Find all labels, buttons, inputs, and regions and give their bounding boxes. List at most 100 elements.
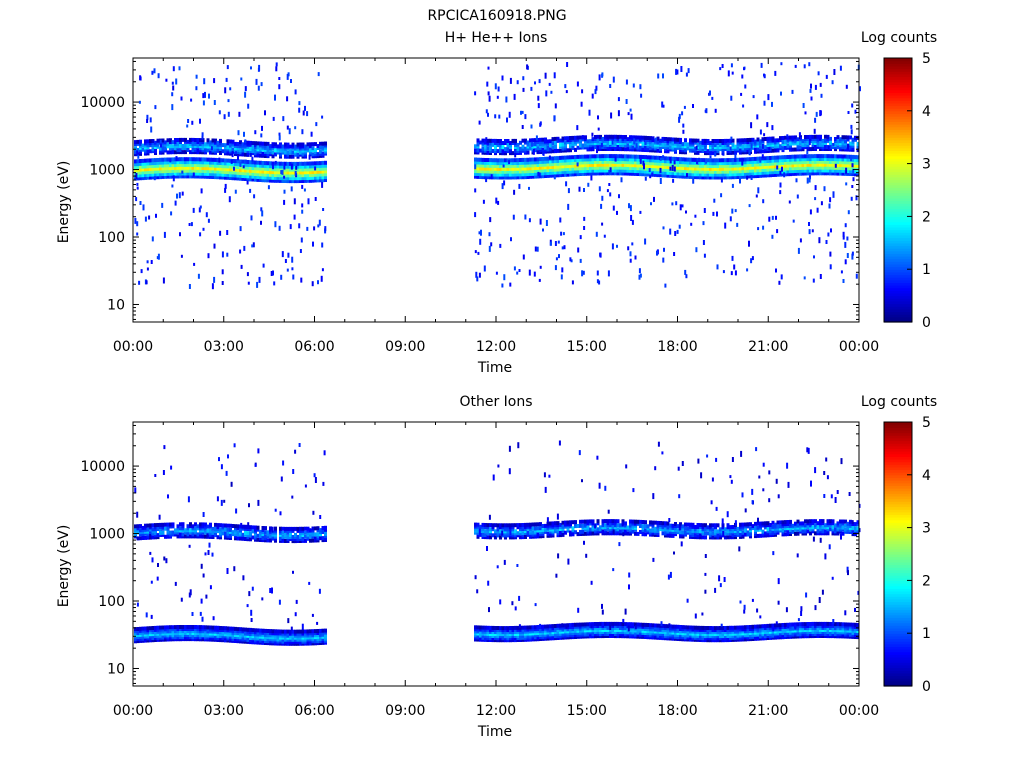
spectrogram-cell	[651, 164, 655, 169]
spectrogram-cell	[201, 148, 205, 153]
spectrogram-cell	[814, 157, 817, 161]
spectrogram-cell	[524, 172, 527, 177]
spectrogram-cell	[561, 532, 565, 537]
spectrogram-cell	[134, 528, 137, 533]
spectrogram-cell	[631, 163, 635, 168]
spectrogram-cell	[534, 157, 537, 162]
background-count	[486, 81, 489, 87]
colorbar-segment	[884, 137, 912, 141]
background-count	[825, 240, 828, 244]
spectrogram-cell	[156, 172, 160, 177]
colorbar-segment	[884, 224, 912, 228]
background-count	[720, 193, 723, 198]
spectrogram-cell	[511, 138, 515, 143]
spectrogram-cell	[486, 150, 490, 155]
colorbar-segment	[884, 108, 912, 112]
background-count	[669, 159, 672, 164]
spectrogram-cell	[211, 138, 215, 143]
spectrogram-cell	[184, 168, 187, 173]
spectrogram-cell	[646, 526, 650, 531]
spectrogram-cell	[846, 166, 850, 171]
spectrogram-cell	[514, 529, 517, 534]
spectrogram-cell	[166, 138, 170, 143]
background-count	[598, 186, 601, 192]
colorbar-segment	[884, 245, 912, 249]
spectrogram-cell	[726, 531, 730, 536]
spectrogram-cell	[316, 144, 320, 148]
x-tick-label: 18:00	[657, 339, 697, 355]
spectrogram-cell	[139, 149, 142, 154]
spectrogram-cell	[536, 157, 540, 162]
background-count	[692, 178, 695, 184]
spectrogram-cell	[546, 159, 550, 164]
spectrogram-cell	[289, 533, 292, 537]
spectrogram-cell	[709, 141, 712, 145]
spectrogram-cell	[559, 158, 562, 163]
spectrogram-cell	[564, 524, 567, 529]
spectrogram-cell	[749, 142, 752, 146]
spectrogram-cell	[529, 163, 532, 168]
spectrogram-cell	[179, 532, 182, 537]
spectrogram-cell	[164, 157, 167, 162]
spectrogram-cell	[534, 163, 537, 168]
spectrogram-cell	[549, 162, 552, 167]
spectrogram-cell	[246, 162, 250, 167]
colorbar-segment	[884, 319, 912, 323]
spectrogram-cell	[634, 154, 637, 159]
background-count	[487, 66, 490, 70]
spectrogram-cell	[839, 171, 842, 176]
spectrogram-cell	[656, 173, 660, 178]
spectrogram-cell	[301, 173, 305, 178]
spectrogram-cell	[581, 163, 585, 168]
spectrogram-cell	[269, 169, 272, 174]
spectrogram-cell	[554, 170, 557, 175]
spectrogram-cell	[639, 169, 642, 174]
spectrogram-cell	[844, 529, 847, 534]
spectrogram-cell	[324, 175, 327, 180]
spectrogram-cell	[279, 176, 282, 181]
spectrogram-cell	[214, 175, 217, 180]
spectrogram-cell	[751, 524, 755, 529]
spectrogram-cell	[696, 529, 700, 534]
background-count	[514, 154, 517, 158]
spectrogram-cell	[211, 157, 215, 162]
spectrogram-cell	[139, 139, 142, 144]
spectrogram-cell	[819, 159, 822, 164]
spectrogram-cell	[801, 157, 805, 162]
spectrogram-cell	[619, 165, 622, 170]
spectrogram-cell	[581, 143, 585, 148]
spectrogram-cell	[216, 163, 220, 168]
spectrogram-cell	[721, 523, 725, 528]
spectrogram-cell	[681, 174, 685, 179]
spectrogram-cell	[659, 523, 662, 528]
spectrogram-cell	[236, 152, 240, 157]
background-count	[187, 119, 190, 123]
spectrogram-cell	[846, 171, 850, 176]
spectrogram-cell	[559, 155, 562, 160]
spectrogram-cell	[784, 172, 787, 177]
spectrogram-cell	[479, 140, 482, 145]
spectrogram-cell	[486, 160, 490, 165]
spectrogram-cell	[291, 170, 295, 175]
spectrogram-cell	[494, 158, 497, 163]
spectrogram-cell	[139, 159, 142, 163]
spectrogram-cell	[639, 166, 642, 171]
spectrogram-cell	[851, 160, 855, 165]
spectrogram-cell	[671, 523, 675, 528]
spectrogram-cell	[679, 150, 682, 155]
spectrogram-cell	[589, 139, 592, 144]
spectrogram-cell	[251, 145, 255, 150]
background-count	[530, 141, 533, 147]
spectrogram-cell	[846, 157, 850, 162]
spectrogram-cell	[509, 166, 512, 171]
spectrogram-cell	[294, 161, 297, 166]
spectrogram-cell	[821, 521, 825, 526]
spectrogram-cell	[541, 168, 545, 173]
spectrogram-cell	[754, 168, 757, 173]
spectrogram-cell	[216, 535, 220, 540]
spectrogram-cell	[584, 171, 587, 176]
spectrogram-cell	[806, 162, 810, 167]
spectrogram-cell	[514, 149, 517, 153]
spectrogram-cell	[201, 522, 205, 527]
background-count	[239, 162, 242, 167]
